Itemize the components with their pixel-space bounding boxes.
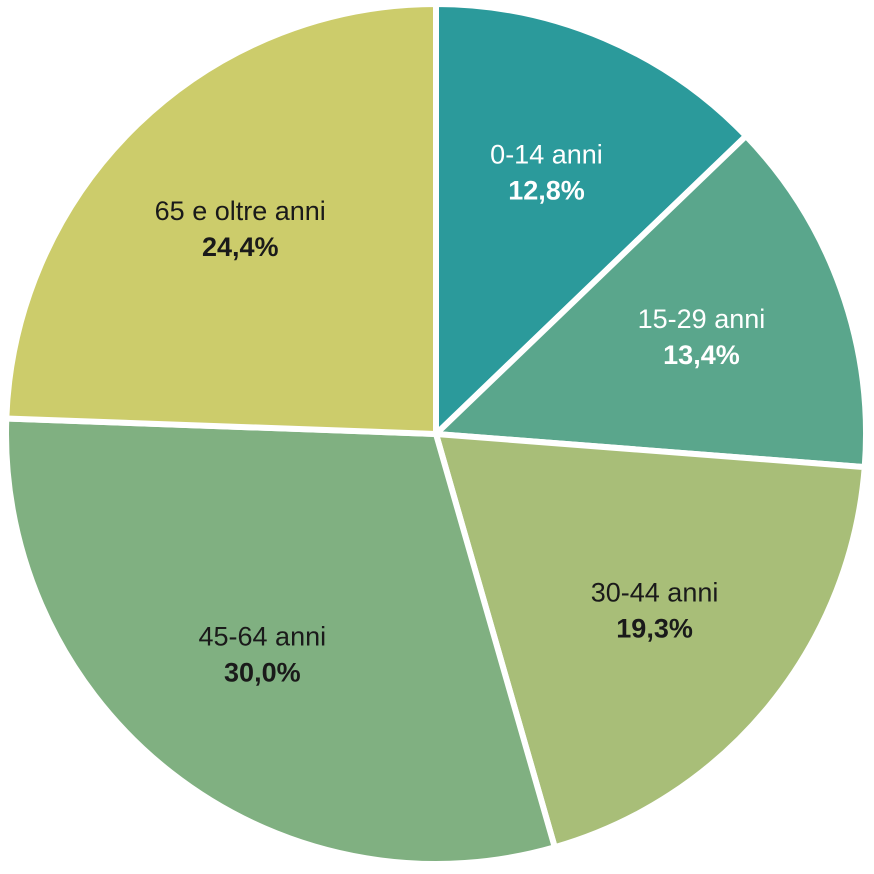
slice-label: 45-64 anni xyxy=(199,621,327,651)
slice-label: 30-44 anni xyxy=(591,577,719,607)
slice-value: 12,8% xyxy=(508,176,585,206)
pie-slice xyxy=(433,431,868,851)
pie-slice xyxy=(3,415,558,867)
pie-slice xyxy=(433,132,869,471)
slice-label: 65 e oltre anni xyxy=(155,196,326,226)
pie-slice xyxy=(3,1,439,437)
slice-value: 30,0% xyxy=(224,657,301,687)
slice-value: 13,4% xyxy=(663,340,740,370)
slice-value: 19,3% xyxy=(616,613,693,643)
slice-label: 0-14 anni xyxy=(490,140,603,170)
pie-slice xyxy=(433,1,749,437)
slice-value: 24,4% xyxy=(202,232,279,262)
slice-label: 15-29 anni xyxy=(638,304,766,334)
